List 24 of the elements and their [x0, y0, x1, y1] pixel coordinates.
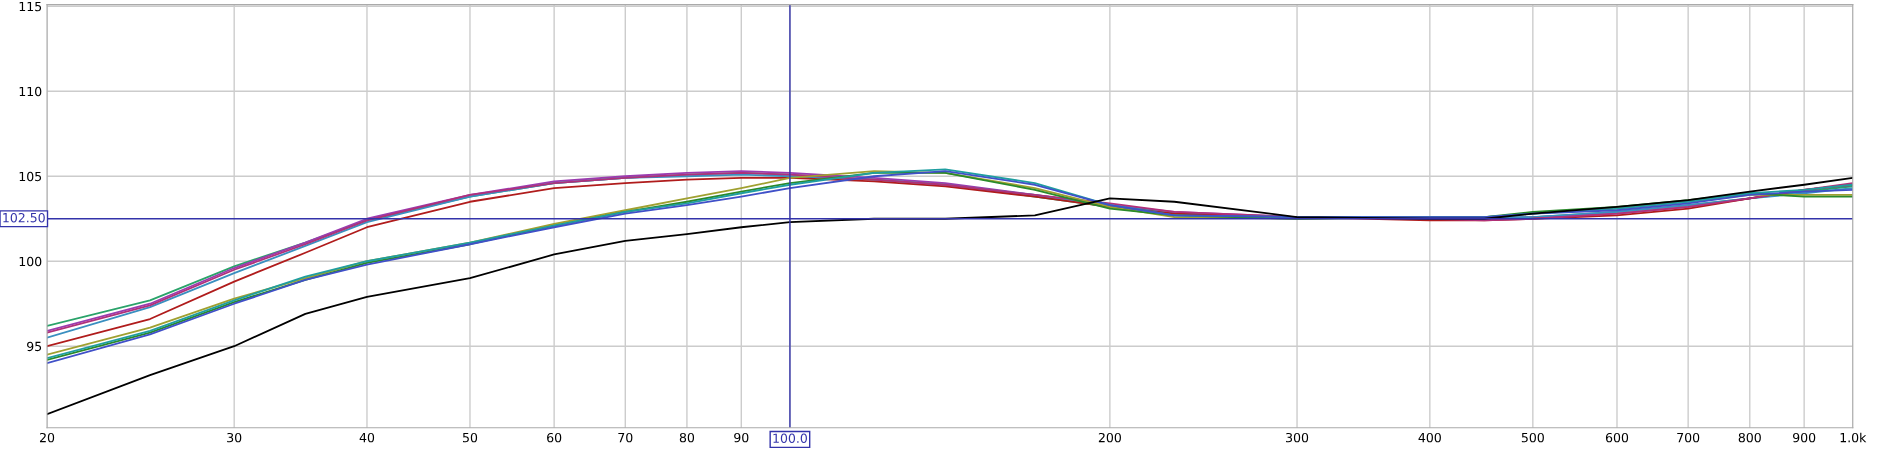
- x-tick-label: 400: [1418, 432, 1441, 443]
- x-tick-label: 300: [1286, 432, 1309, 443]
- ref-line-label: 100.0: [773, 433, 807, 444]
- x-tick-label: 200: [1098, 432, 1121, 443]
- y-tick-label: 110: [19, 86, 42, 97]
- x-tick-label: 90: [734, 432, 749, 443]
- x-tick-label: 30: [227, 432, 242, 443]
- x-tick-label: 600: [1605, 432, 1629, 443]
- x-tick-label: 700: [1677, 432, 1700, 443]
- x-tick-label: 60: [547, 432, 562, 443]
- y-tick-label: 115: [19, 1, 42, 12]
- ref-line-label: 102.50: [3, 212, 45, 223]
- y-tick-label: 95: [27, 341, 42, 352]
- x-tick-label: 20: [39, 432, 55, 443]
- x-tick-label: 40: [359, 432, 375, 443]
- x-tick-label: 500: [1521, 432, 1544, 443]
- y-tick-label: 105: [19, 171, 42, 182]
- x-tick-label: 80: [679, 432, 695, 443]
- x-tick-label: 900: [1793, 432, 1816, 443]
- x-tick-label: 800: [1738, 432, 1761, 443]
- x-tick-label: 1.0k: [1840, 432, 1867, 443]
- x-tick-label: 50: [462, 432, 478, 443]
- y-tick-label: 100: [19, 256, 42, 267]
- x-tick-label: 70: [618, 432, 633, 443]
